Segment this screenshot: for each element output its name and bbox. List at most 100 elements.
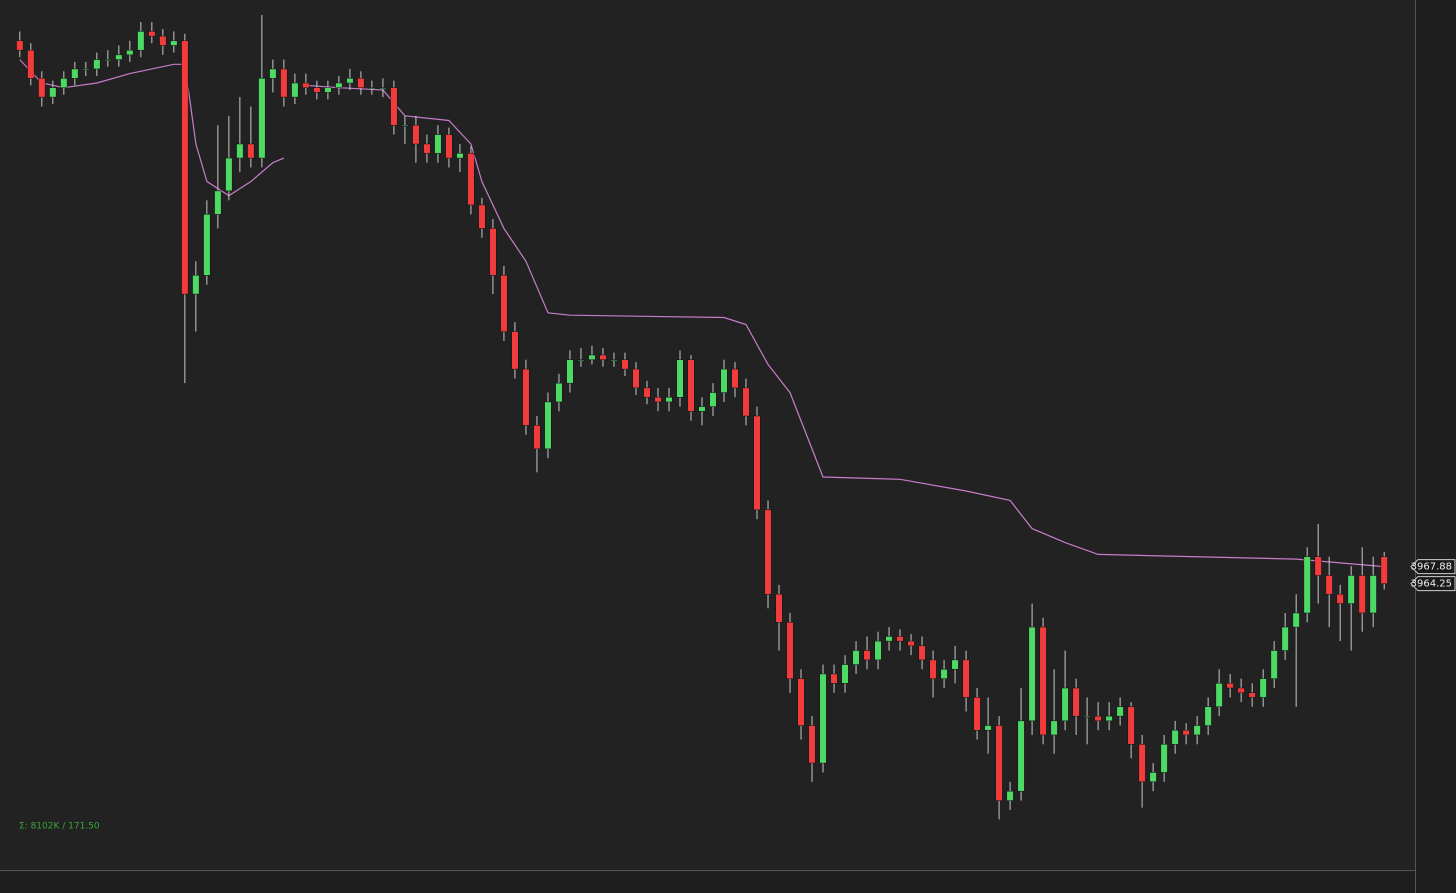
candle-body — [445, 134, 453, 159]
candle-body — [1226, 683, 1234, 689]
candle-body — [412, 124, 420, 145]
candle-body — [16, 40, 24, 51]
candle-body — [984, 725, 992, 731]
candle-body — [401, 124, 409, 127]
candle-body — [1094, 715, 1102, 722]
candle-body — [126, 49, 134, 56]
candle-body — [203, 214, 211, 276]
candle-body — [1160, 744, 1168, 773]
candle-body — [665, 396, 673, 403]
candle-body — [1215, 683, 1223, 708]
candle-body — [940, 669, 948, 679]
candle-body — [346, 78, 354, 84]
candle-body — [159, 35, 167, 46]
candle-body — [533, 425, 541, 450]
candle-body — [93, 59, 101, 70]
profile-summary: Σ: 8102K / 171.50 — [19, 822, 100, 832]
candle-body — [742, 387, 750, 417]
candle-body — [555, 382, 563, 403]
candle-body — [27, 49, 35, 79]
candle-body — [1248, 692, 1256, 698]
candle-body — [390, 87, 398, 126]
candle-body — [258, 78, 266, 159]
candle-body — [467, 153, 475, 206]
candle-body — [621, 359, 629, 370]
candle-body — [1182, 729, 1190, 736]
candle-body — [577, 359, 585, 361]
labels-layer: 3967.88 3964.25 — [1410, 559, 1456, 592]
candle-body — [38, 78, 46, 98]
candle-body — [82, 68, 90, 71]
candle-body — [995, 725, 1003, 801]
candle-body — [830, 673, 838, 684]
candle-body — [962, 659, 970, 698]
plot-area — [0, 0, 1415, 870]
candle-body — [731, 368, 739, 389]
candle-body — [489, 228, 497, 276]
candle-body — [676, 359, 684, 398]
price-tag-box — [1410, 559, 1456, 575]
candle-body — [863, 650, 871, 661]
candle-body — [511, 331, 519, 370]
candle-body — [1336, 593, 1344, 604]
candle-body — [709, 392, 717, 407]
candle-body — [269, 68, 277, 79]
candle-body — [764, 509, 772, 595]
candle-body — [1083, 715, 1091, 718]
candle-body — [786, 622, 794, 679]
candle-body — [1259, 678, 1267, 698]
candle-body — [236, 143, 244, 159]
candle-body — [1358, 575, 1366, 614]
candle-body — [379, 87, 387, 89]
candle-body — [291, 82, 299, 98]
candle-body — [115, 54, 123, 60]
candle-body — [566, 359, 574, 384]
candle-body — [896, 636, 904, 642]
candle-body — [368, 87, 376, 89]
candle-body — [753, 415, 761, 511]
candle-body — [720, 368, 728, 393]
candle-body — [456, 153, 464, 159]
candle-body — [137, 31, 145, 51]
candle-body — [1237, 687, 1245, 693]
candle-body — [918, 645, 926, 661]
candle-body — [885, 636, 893, 642]
candle-body — [192, 275, 200, 295]
candle-body — [1072, 687, 1080, 717]
price-tag-label: 3964.25 — [1411, 579, 1452, 590]
candle-body — [335, 82, 343, 88]
candle-body — [1149, 772, 1157, 783]
candle-body — [324, 87, 332, 93]
candle-body — [1369, 575, 1377, 614]
candle-body — [1039, 626, 1047, 736]
candle-body — [71, 68, 79, 79]
candle-body — [225, 157, 233, 192]
candle-body — [841, 664, 849, 684]
candle-body — [423, 143, 431, 154]
candle-body — [302, 82, 310, 88]
candle-body — [148, 31, 156, 37]
candle-body — [1138, 744, 1146, 783]
candle-body — [951, 659, 959, 670]
candle-body — [1127, 706, 1135, 745]
candle-body — [1061, 687, 1069, 722]
candle-body — [214, 190, 222, 215]
candle-body — [522, 368, 530, 426]
candle-body — [819, 673, 827, 764]
candle-body — [1116, 706, 1124, 717]
candle-body — [313, 87, 321, 93]
candle-body — [1017, 720, 1025, 792]
candle-body — [500, 275, 508, 332]
candle-body — [434, 134, 442, 154]
candle-body — [1270, 650, 1278, 679]
candle-body — [1006, 790, 1014, 801]
price-tag-label: 3967.88 — [1411, 562, 1452, 573]
candle-body — [1028, 626, 1036, 722]
candle-body — [1193, 725, 1201, 736]
candle-body — [775, 593, 783, 623]
candle-body — [698, 406, 706, 412]
price-tag-box — [1410, 576, 1456, 592]
candle-body — [104, 59, 112, 61]
candle-body — [973, 697, 981, 731]
